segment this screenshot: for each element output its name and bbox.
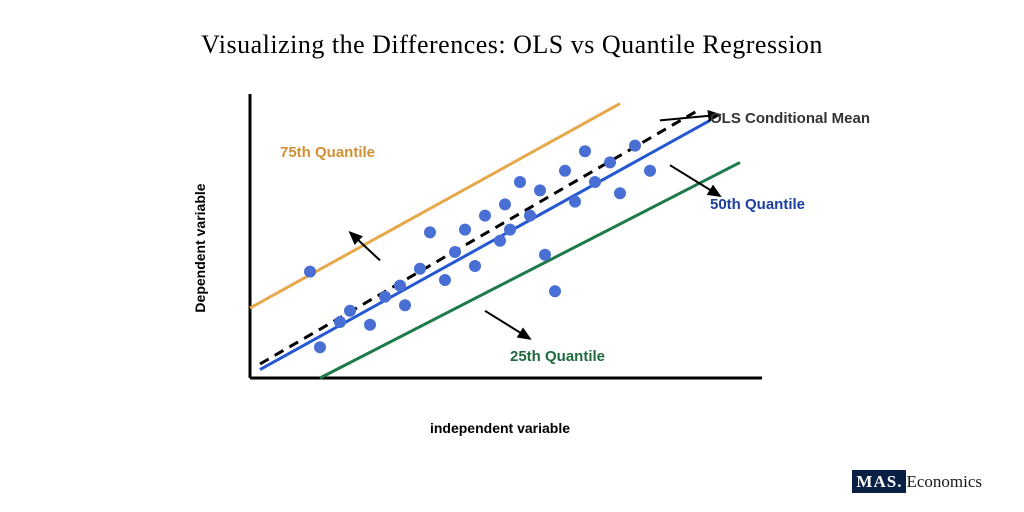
scatter-point <box>494 235 506 247</box>
scatter-point <box>539 249 551 261</box>
y-axis-label: Dependent variable <box>192 183 208 312</box>
logo-text: Economics <box>906 472 982 491</box>
chart-area: Dependent variable independent variable … <box>220 88 780 408</box>
page: Visualizing the Differences: OLS vs Quan… <box>0 0 1024 512</box>
scatter-point <box>549 285 561 297</box>
q50-label: 50th Quantile <box>710 196 805 213</box>
scatter-point <box>644 165 656 177</box>
scatter-point <box>304 266 316 278</box>
chart-svg <box>220 88 780 408</box>
scatter-point <box>469 260 481 272</box>
scatter-point <box>439 274 451 286</box>
scatter-point <box>579 145 591 157</box>
scatter-point <box>559 165 571 177</box>
scatter-point <box>379 291 391 303</box>
logo: MAS.Economics <box>852 472 982 492</box>
scatter-point <box>534 184 546 196</box>
scatter-point <box>449 246 461 258</box>
q75-line <box>250 104 620 308</box>
scatter-point <box>524 210 536 222</box>
scatter-point <box>314 341 326 353</box>
scatter-point <box>514 176 526 188</box>
scatter-point <box>459 224 471 236</box>
q25-line <box>320 162 740 378</box>
ols-label: OLS Conditional Mean <box>710 110 870 127</box>
q25-label: 25th Quantile <box>510 348 605 365</box>
q75-label: 75th Quantile <box>280 144 375 161</box>
scatter-point <box>394 280 406 292</box>
scatter-point <box>604 156 616 168</box>
scatter-point <box>344 305 356 317</box>
arrow-a_q50 <box>670 165 720 196</box>
scatter-point <box>499 198 511 210</box>
scatter-point <box>504 224 516 236</box>
logo-box: MAS. <box>852 470 906 493</box>
scatter-point <box>424 226 436 238</box>
scatter-point <box>629 140 641 152</box>
x-axis-label: independent variable <box>430 420 570 436</box>
scatter-point <box>364 319 376 331</box>
scatter-point <box>399 299 411 311</box>
scatter-point <box>589 176 601 188</box>
arrow-a_q25 <box>485 311 530 339</box>
page-title: Visualizing the Differences: OLS vs Quan… <box>0 30 1024 60</box>
arrow-a_q75 <box>350 232 380 260</box>
scatter-point <box>334 316 346 328</box>
scatter-point <box>414 263 426 275</box>
scatter-point <box>614 187 626 199</box>
scatter-point <box>569 196 581 208</box>
scatter-point <box>479 210 491 222</box>
